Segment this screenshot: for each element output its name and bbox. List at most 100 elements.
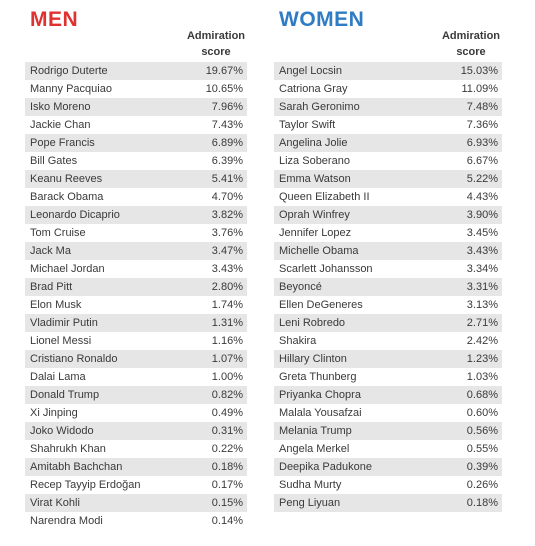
- men-row-score: 1.74%: [211, 299, 243, 311]
- women-row-score: 11.09%: [461, 83, 499, 95]
- women-table-row: Sarah Geronimo 7.48%: [274, 98, 502, 116]
- men-row-name: Pope Francis: [30, 137, 95, 149]
- women-row-score: 0.55%: [466, 443, 498, 455]
- men-table-row: Jackie Chan 7.43%: [25, 116, 247, 134]
- women-row-name: Sudha Murty: [279, 479, 342, 491]
- men-row-name: Vladimir Putin: [30, 317, 98, 329]
- women-row-score: 1.03%: [466, 371, 498, 383]
- women-row-score: 2.42%: [466, 335, 498, 347]
- women-table-row: Sudha Murty 0.26%: [274, 476, 502, 494]
- men-table-row: Dalai Lama 1.00%: [25, 368, 247, 386]
- women-table-row: Ellen DeGeneres 3.13%: [274, 296, 502, 314]
- men-table-row: Keanu Reeves 5.41%: [25, 170, 247, 188]
- men-row-score: 0.17%: [211, 479, 243, 491]
- women-row-name: Jennifer Lopez: [279, 227, 352, 239]
- men-table-row: Leonardo Dicaprio 3.82%: [25, 206, 247, 224]
- men-row-score: 4.70%: [211, 191, 243, 203]
- men-row-score: 2.80%: [211, 281, 243, 293]
- men-row-score: 3.47%: [211, 245, 243, 257]
- women-table-row: Angel Locsin 15.03%: [274, 62, 502, 80]
- women-row-score: 7.48%: [466, 101, 498, 113]
- men-row-score: 1.31%: [211, 317, 243, 329]
- men-row-name: Shahrukh Khan: [30, 443, 106, 455]
- men-row-name: Jackie Chan: [30, 119, 91, 131]
- men-row-name: Tom Cruise: [30, 227, 86, 239]
- men-table-row: Bill Gates 6.39%: [25, 152, 247, 170]
- women-table-row: Deepika Padukone 0.39%: [274, 458, 502, 476]
- women-table-row: Shakira 2.42%: [274, 332, 502, 350]
- women-table-row: Oprah Winfrey 3.90%: [274, 206, 502, 224]
- men-table-row: Pope Francis 6.89%: [25, 134, 247, 152]
- women-row-name: Melania Trump: [279, 425, 352, 437]
- women-table-row: Malala Yousafzai 0.60%: [274, 404, 502, 422]
- men-row-score: 6.89%: [211, 137, 243, 149]
- women-row-name: Emma Watson: [279, 173, 351, 185]
- women-row-name: Scarlett Johansson: [279, 263, 373, 275]
- women-row-name: Catriona Gray: [279, 83, 348, 95]
- women-row-score: 3.34%: [466, 263, 498, 275]
- women-row-score: 3.90%: [466, 209, 498, 221]
- women-row-name: Angel Locsin: [279, 65, 342, 77]
- men-row-score: 7.96%: [211, 101, 243, 113]
- men-heading: MEN: [30, 8, 79, 31]
- women-table-row: Taylor Swift 7.36%: [274, 116, 502, 134]
- men-row-score: 6.39%: [211, 155, 243, 167]
- men-row-name: Virat Kohli: [30, 497, 80, 509]
- men-score-header-line1: Admiration: [186, 30, 246, 42]
- women-row-name: Angela Merkel: [279, 443, 350, 455]
- women-rows: Angel Locsin 15.03% Catriona Gray 11.09% Sar…: [274, 62, 502, 512]
- women-row-name: Sarah Geronimo: [279, 101, 360, 113]
- women-row-name: Michelle Obama: [279, 245, 359, 257]
- men-row-score: 0.15%: [211, 497, 243, 509]
- men-row-score: 1.16%: [211, 335, 243, 347]
- men-row-score: 0.31%: [211, 425, 243, 437]
- men-row-score: 10.65%: [205, 83, 243, 95]
- women-row-name: Leni Robredo: [279, 317, 346, 329]
- men-row-name: Manny Pacquiao: [30, 83, 112, 95]
- men-table-row: Amitabh Bachchan 0.18%: [25, 458, 247, 476]
- women-row-score: 3.45%: [466, 227, 498, 239]
- men-row-score: 0.14%: [211, 515, 243, 527]
- women-row-score: 0.18%: [466, 497, 498, 509]
- men-table-row: Manny Pacquiao 10.65%: [25, 80, 247, 98]
- women-row-score: 0.56%: [466, 425, 498, 437]
- men-table-row: Michael Jordan 3.43%: [25, 260, 247, 278]
- women-row-score: 5.22%: [466, 173, 498, 185]
- men-row-name: Narendra Modi: [30, 515, 103, 527]
- women-row-score: 2.71%: [466, 317, 498, 329]
- men-row-name: Elon Musk: [30, 299, 82, 311]
- women-table-row: Michelle Obama 3.43%: [274, 242, 502, 260]
- women-row-name: Liza Soberano: [279, 155, 350, 167]
- women-row-name: Taylor Swift: [279, 119, 336, 131]
- women-score-header-line1: Admiration: [441, 30, 501, 42]
- women-row-name: Oprah Winfrey: [279, 209, 350, 221]
- men-table-row: Vladimir Putin 1.31%: [25, 314, 247, 332]
- women-row-name: Beyoncé: [279, 281, 322, 293]
- men-score-header-line2: score: [201, 46, 231, 58]
- men-row-score: 1.07%: [211, 353, 243, 365]
- men-row-score: 0.49%: [211, 407, 243, 419]
- women-table-row: Jennifer Lopez 3.45%: [274, 224, 502, 242]
- men-row-score: 0.18%: [211, 461, 243, 473]
- women-table-row: Emma Watson 5.22%: [274, 170, 502, 188]
- men-table-row: Shahrukh Khan 0.22%: [25, 440, 247, 458]
- men-row-name: Cristiano Ronaldo: [30, 353, 118, 365]
- men-table-row: Virat Kohli 0.15%: [25, 494, 247, 512]
- women-heading: WOMEN: [279, 8, 365, 31]
- men-row-name: Rodrigo Duterte: [30, 65, 108, 77]
- men-row-name: Michael Jordan: [30, 263, 105, 275]
- men-row-score: 5.41%: [211, 173, 243, 185]
- women-row-score: 3.43%: [466, 245, 498, 257]
- women-row-name: Greta Thunberg: [279, 371, 357, 383]
- men-row-name: Joko Widodo: [30, 425, 94, 437]
- women-row-score: 4.43%: [466, 191, 498, 203]
- men-table-row: Cristiano Ronaldo 1.07%: [25, 350, 247, 368]
- men-table-row: Tom Cruise 3.76%: [25, 224, 247, 242]
- women-row-score: 0.39%: [466, 461, 498, 473]
- women-row-name: Deepika Padukone: [279, 461, 372, 473]
- men-row-name: Keanu Reeves: [30, 173, 103, 185]
- women-table-row: Peng Liyuan 0.18%: [274, 494, 502, 512]
- women-score-header: Admiration score: [431, 28, 511, 60]
- women-table-row: Hillary Clinton 1.23%: [274, 350, 502, 368]
- men-table-row: Jack Ma 3.47%: [25, 242, 247, 260]
